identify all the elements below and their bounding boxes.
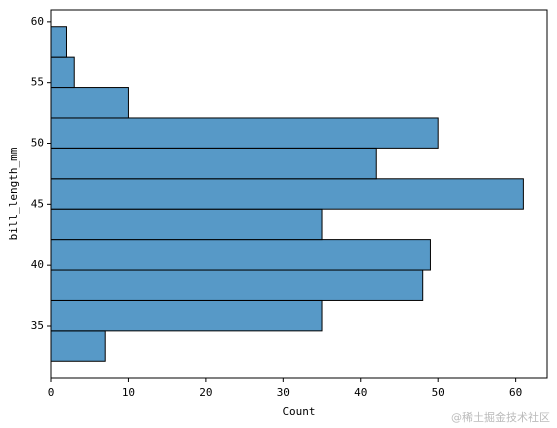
x-tick-label: 30 xyxy=(277,386,290,399)
x-tick-label: 10 xyxy=(122,386,135,399)
y-tick-label: 55 xyxy=(31,76,44,89)
bar xyxy=(50,117,439,149)
bar xyxy=(50,147,377,180)
x-tick-label: 40 xyxy=(354,386,367,399)
y-tick-label: 50 xyxy=(31,137,44,150)
y-tick-label: 35 xyxy=(31,319,44,332)
watermark: @稀土掘金技术社区 xyxy=(451,410,550,424)
x-axis-label: Count xyxy=(282,405,315,418)
bar xyxy=(50,239,431,271)
x-tick-label: 60 xyxy=(509,386,522,399)
y-axis-label: bill_length_mm xyxy=(7,147,20,240)
bar xyxy=(50,26,67,58)
y-tick-label: 40 xyxy=(31,258,44,271)
y-tick-label: 60 xyxy=(31,15,44,28)
bar xyxy=(50,299,323,332)
y-tick-label: 45 xyxy=(31,197,44,210)
x-tick-label: 20 xyxy=(199,386,212,399)
bar xyxy=(50,208,323,241)
x-tick-label: 0 xyxy=(48,386,55,399)
bar xyxy=(50,56,75,89)
bar xyxy=(50,269,424,301)
plot-frame xyxy=(50,9,548,379)
bar xyxy=(50,87,129,119)
x-tick-label: 50 xyxy=(432,386,445,399)
bar xyxy=(50,330,106,362)
bar xyxy=(50,178,524,210)
